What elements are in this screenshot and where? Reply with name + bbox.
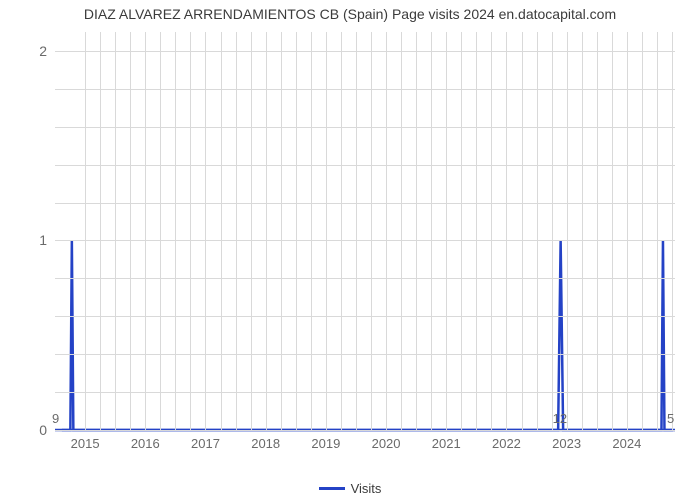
grid-v [552, 32, 553, 430]
grid-v [251, 32, 252, 430]
grid-v [491, 32, 492, 430]
grid-v [175, 32, 176, 430]
grid-v [597, 32, 598, 430]
grid-v [657, 32, 658, 430]
grid-v [506, 32, 507, 430]
x-tick-label: 2022 [492, 430, 521, 451]
grid-v [326, 32, 327, 430]
corner-label-left: 9 [52, 411, 59, 426]
grid-v [221, 32, 222, 430]
chart-title: DIAZ ALVAREZ ARRENDAMIENTOS CB (Spain) P… [0, 6, 700, 22]
grid-v [522, 32, 523, 430]
y-tick-label: 1 [39, 232, 55, 248]
grid-h [55, 240, 675, 241]
chart-container: DIAZ ALVAREZ ARRENDAMIENTOS CB (Spain) P… [0, 0, 700, 500]
y-tick-label: 2 [39, 43, 55, 59]
legend-swatch [319, 487, 345, 490]
grid-v [476, 32, 477, 430]
grid-v [341, 32, 342, 430]
grid-v [401, 32, 402, 430]
grid-v [642, 32, 643, 430]
grid-h [55, 392, 675, 393]
grid-v [416, 32, 417, 430]
legend-label: Visits [351, 481, 382, 496]
grid-v [371, 32, 372, 430]
grid-h [55, 51, 675, 52]
grid-v [311, 32, 312, 430]
grid-h [55, 165, 675, 166]
x-tick-label: 2024 [612, 430, 641, 451]
grid-v [281, 32, 282, 430]
grid-h [55, 278, 675, 279]
grid-v [537, 32, 538, 430]
x-tick-label: 2018 [251, 430, 280, 451]
grid-v [431, 32, 432, 430]
x-tick-label: 2020 [372, 430, 401, 451]
grid-v [160, 32, 161, 430]
x-tick-label: 2017 [191, 430, 220, 451]
grid-h [55, 127, 675, 128]
x-tick-label: 2023 [552, 430, 581, 451]
grid-v [672, 32, 673, 430]
grid-v [130, 32, 131, 430]
grid-v [145, 32, 146, 430]
grid-h [55, 203, 675, 204]
x-tick-label: 2016 [131, 430, 160, 451]
grid-v [582, 32, 583, 430]
grid-v [627, 32, 628, 430]
grid-v [85, 32, 86, 430]
grid-v [190, 32, 191, 430]
x-tick-label: 2021 [432, 430, 461, 451]
grid-h [55, 89, 675, 90]
x-tick-label: 2015 [71, 430, 100, 451]
corner-label-right-b: 5 [667, 411, 674, 426]
grid-v [356, 32, 357, 430]
grid-h [55, 354, 675, 355]
grid-v [205, 32, 206, 430]
corner-label-right-a: 12 [553, 411, 567, 426]
grid-v [461, 32, 462, 430]
x-tick-label: 2019 [311, 430, 340, 451]
grid-v [612, 32, 613, 430]
legend: Visits [0, 480, 700, 496]
grid-v [266, 32, 267, 430]
plot-area: 0122015201620172018201920202021202220232… [55, 32, 675, 430]
grid-v [115, 32, 116, 430]
grid-h [55, 316, 675, 317]
grid-v [236, 32, 237, 430]
grid-v [296, 32, 297, 430]
grid-v [567, 32, 568, 430]
grid-v [386, 32, 387, 430]
grid-v [446, 32, 447, 430]
grid-v [100, 32, 101, 430]
